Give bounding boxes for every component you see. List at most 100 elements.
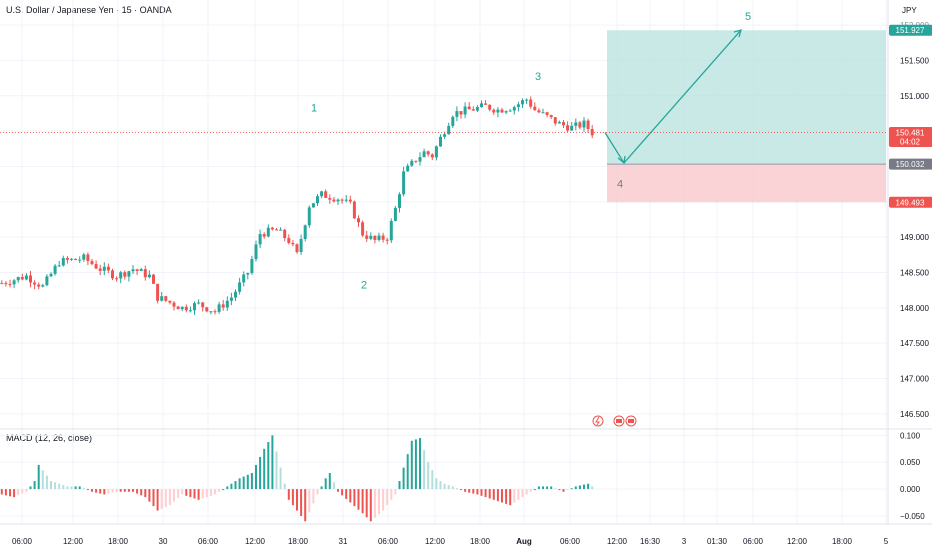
candle[interactable] [188, 310, 192, 312]
candle[interactable] [70, 258, 73, 260]
target-zone[interactable] [607, 30, 886, 165]
candle[interactable] [475, 107, 479, 111]
candle[interactable] [229, 297, 233, 301]
candle[interactable] [533, 106, 537, 111]
candle[interactable] [385, 239, 389, 241]
wave-label-2[interactable]: 2 [361, 280, 367, 292]
lightning-event-icon[interactable] [592, 415, 604, 427]
candle[interactable] [41, 285, 45, 287]
candle[interactable] [365, 235, 369, 239]
candle[interactable] [205, 307, 209, 312]
candle[interactable] [258, 234, 262, 245]
candle[interactable] [119, 272, 123, 279]
candle[interactable] [20, 277, 24, 280]
candle[interactable] [545, 112, 549, 116]
candle[interactable] [562, 122, 565, 126]
candle[interactable] [33, 282, 37, 285]
candle[interactable] [197, 302, 201, 304]
candle[interactable] [566, 125, 570, 131]
candle[interactable] [500, 109, 504, 113]
candle[interactable] [537, 110, 541, 113]
candle[interactable] [463, 106, 467, 115]
candle[interactable] [492, 109, 496, 113]
candle[interactable] [164, 296, 168, 301]
candle[interactable] [254, 244, 258, 260]
wave-label-3[interactable]: 3 [535, 71, 541, 83]
candle[interactable] [106, 266, 110, 271]
candle[interactable] [160, 296, 164, 301]
candle[interactable] [377, 235, 381, 240]
candle[interactable] [324, 191, 328, 198]
candle[interactable] [37, 284, 41, 287]
candle[interactable] [168, 300, 172, 303]
candle[interactable] [328, 197, 332, 200]
candle[interactable] [406, 165, 410, 172]
candle[interactable] [320, 191, 324, 197]
currency-label[interactable]: JPY [902, 6, 917, 15]
candle[interactable] [590, 129, 594, 136]
candle[interactable] [78, 259, 82, 261]
candle[interactable] [361, 222, 365, 236]
candle[interactable] [574, 122, 578, 126]
candle[interactable] [443, 134, 447, 137]
candle[interactable] [525, 99, 529, 101]
candle[interactable] [234, 291, 237, 298]
candle[interactable] [102, 266, 106, 271]
candle[interactable] [496, 109, 500, 113]
candle[interactable] [184, 306, 188, 311]
candle[interactable] [467, 106, 471, 110]
candle[interactable] [434, 146, 438, 158]
candle[interactable] [508, 110, 512, 112]
candle[interactable] [111, 270, 114, 279]
candle[interactable] [115, 278, 119, 280]
candle[interactable] [352, 201, 356, 219]
candle[interactable] [266, 227, 270, 237]
candle[interactable] [24, 275, 28, 280]
candle[interactable] [98, 268, 102, 271]
candle[interactable] [381, 235, 385, 240]
candle[interactable] [152, 274, 155, 284]
candle[interactable] [213, 311, 217, 313]
candle[interactable] [217, 304, 221, 312]
candle[interactable] [16, 277, 20, 281]
macd-indicator-label[interactable]: MACD (12, 26, close) [6, 433, 93, 443]
candle[interactable] [340, 199, 344, 201]
candle[interactable] [279, 229, 283, 231]
candle[interactable] [373, 235, 377, 240]
candle[interactable] [332, 199, 336, 202]
candle[interactable] [410, 160, 414, 166]
candle[interactable] [369, 235, 373, 239]
candle[interactable] [459, 111, 463, 115]
candle[interactable] [430, 154, 434, 158]
candle[interactable] [82, 254, 86, 260]
candle[interactable] [570, 125, 574, 131]
candle[interactable] [541, 112, 545, 114]
candle[interactable] [553, 117, 557, 124]
candle[interactable] [65, 258, 69, 260]
wave-label-4[interactable]: 4 [617, 179, 623, 191]
candle[interactable] [86, 254, 90, 262]
candle[interactable] [414, 160, 418, 162]
price-badge[interactable] [889, 158, 932, 170]
candle[interactable] [45, 276, 49, 286]
candle[interactable] [156, 283, 160, 301]
candle[interactable] [336, 199, 340, 202]
candle[interactable] [311, 203, 315, 208]
candle[interactable] [147, 274, 151, 278]
candle[interactable] [447, 125, 451, 135]
candle[interactable] [49, 273, 53, 277]
candle[interactable] [471, 109, 475, 111]
candle[interactable] [12, 280, 16, 285]
candle[interactable] [516, 104, 520, 108]
candle[interactable] [209, 311, 213, 313]
candle[interactable] [303, 225, 307, 240]
candle[interactable] [418, 157, 422, 162]
candle[interactable] [439, 136, 442, 147]
candle[interactable] [238, 282, 242, 292]
candle[interactable] [344, 199, 348, 201]
candle[interactable] [307, 207, 311, 226]
candle[interactable] [0, 283, 4, 285]
candle[interactable] [283, 229, 287, 239]
price-badge[interactable] [889, 196, 932, 208]
candle[interactable] [201, 302, 205, 308]
